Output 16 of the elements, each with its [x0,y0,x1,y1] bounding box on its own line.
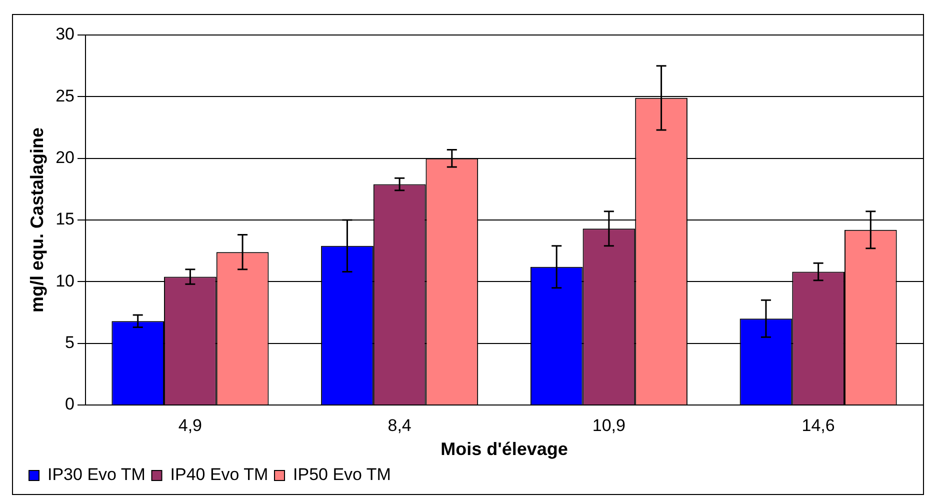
legend-label: IP30 Evo TM [48,465,146,484]
x-tick-label: 8,4 [388,416,412,435]
legend-label: IP40 Evo TM [170,465,268,484]
x-tick-label: 10,9 [592,416,626,435]
y-tick-label: 10 [56,271,75,290]
y-axis-title: mg/l equ. Castalagine [26,127,47,313]
y-tick-label: 30 [56,24,75,44]
y-tick-label: 25 [56,86,75,106]
x-axis-title: Mois d'élevage [440,439,568,460]
y-tick-label: 20 [56,148,75,168]
legend-label: IP50 Evo TM [293,465,391,484]
x-tick-label: 14,6 [802,416,835,435]
y-tick-label: 15 [56,210,75,229]
y-tick-label: 0 [65,394,75,414]
x-tick-label: 4,9 [178,416,202,435]
y-tick-label: 5 [65,333,75,352]
